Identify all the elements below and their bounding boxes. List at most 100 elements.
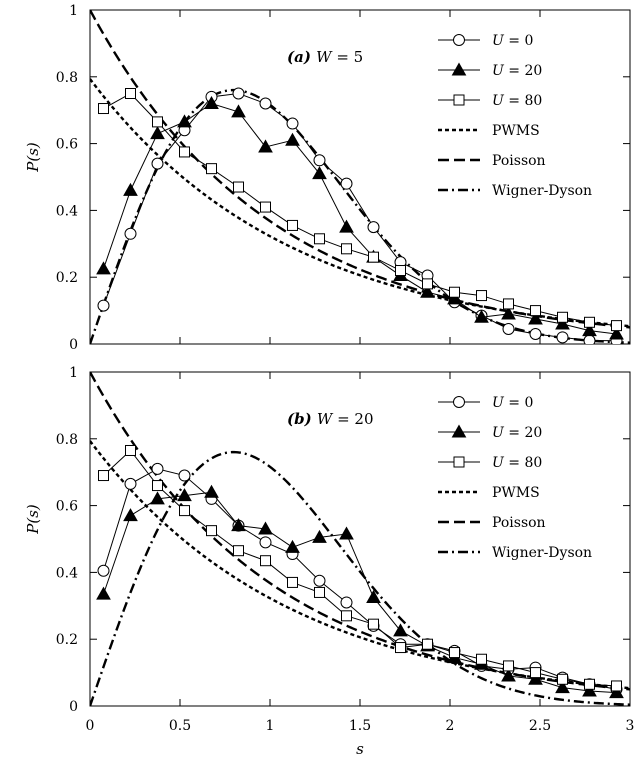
data-point-u-80: [125, 444, 136, 456]
data-point-u-80: [503, 660, 514, 672]
data-point-u-20: [204, 484, 219, 498]
x-tick-label: 0: [86, 718, 95, 734]
panel-label: (b) W = 20: [287, 410, 374, 428]
data-point-u-20: [150, 126, 165, 140]
y-tick-label: 0: [69, 337, 78, 353]
data-point-u-80: [125, 88, 136, 99]
data-point-u-80: [368, 618, 379, 630]
y-tick-label: 0.2: [56, 632, 78, 648]
data-point-u-20: [609, 685, 624, 699]
data-point-u-20: [258, 521, 273, 535]
legend-label-u-80: U = 80: [492, 93, 542, 109]
series-line-u-20: [103, 491, 617, 694]
data-point-u-20: [555, 316, 570, 330]
data-point-u-20: [501, 306, 516, 320]
data-point-u-20: [474, 309, 489, 323]
data-point-u-20: [96, 586, 111, 600]
x-axis-label: s: [356, 740, 364, 758]
data-point-u-0: [232, 87, 245, 100]
curve-pwms: [90, 440, 630, 690]
legend: U = 0 U = 20 U = 80 PWMS Poisson Wigner-Dyson: [438, 395, 592, 561]
y-tick-label: 1: [69, 3, 78, 19]
panel-a: 00.20.40.60.81P(s)(a) W = 5U = 0U = 20U …: [24, 3, 631, 353]
data-point-u-20: [312, 529, 327, 543]
data-point-u-20: [285, 539, 300, 553]
x-tick-label: 1.5: [349, 718, 371, 734]
data-point-u-80: [98, 470, 109, 482]
data-point-u-80: [206, 525, 217, 537]
data-point-u-0: [340, 177, 353, 190]
data-point-u-80: [206, 163, 217, 175]
legend-marker-u-80: [453, 94, 465, 106]
data-point-u-80: [260, 201, 271, 213]
legend-marker-u-20: [451, 424, 467, 438]
data-point-u-0: [529, 327, 542, 340]
data-point-u-80: [152, 480, 163, 492]
data-point-u-80: [314, 586, 325, 598]
data-point-u-80: [611, 680, 622, 692]
data-point-u-20: [123, 508, 138, 522]
data-point-u-0: [178, 469, 191, 482]
data-point-u-20: [339, 526, 354, 540]
panel-label: (a) W = 5: [287, 48, 363, 66]
data-point-u-80: [584, 678, 595, 690]
data-point-u-20: [258, 139, 273, 153]
data-point-u-0: [151, 462, 164, 475]
legend-label-u-20: U = 20: [492, 425, 542, 441]
data-point-u-80: [422, 278, 433, 290]
data-point-u-0: [313, 154, 326, 167]
x-tick-label: 0.5: [169, 718, 191, 734]
data-point-u-80: [503, 298, 514, 310]
data-point-u-0: [556, 331, 569, 344]
data-point-u-80: [530, 305, 541, 317]
y-tick-label: 0.4: [56, 565, 78, 581]
data-point-u-0: [259, 97, 272, 110]
data-point-u-80: [314, 233, 325, 245]
data-point-u-0: [502, 322, 515, 335]
data-point-u-80: [341, 243, 352, 255]
legend-label-pwms: PWMS: [492, 485, 540, 501]
data-point-u-80: [476, 653, 487, 665]
data-point-u-20: [204, 96, 219, 110]
data-point-u-20: [339, 219, 354, 233]
data-point-u-0: [259, 536, 272, 549]
panel-b: 0 0.2 0.4 0.6 0.8 1 0 0.5 1 1.5 2 2.5 3 P(s) s (b) W = …: [24, 365, 634, 758]
data-point-u-20: [285, 132, 300, 146]
data-point-u-20: [582, 323, 597, 337]
data-point-u-20: [177, 488, 192, 502]
data-point-u-20: [609, 326, 624, 340]
data-point-u-80: [260, 555, 271, 567]
x-tick-label: 2: [446, 718, 455, 734]
data-point-u-80: [233, 545, 244, 557]
data-point-u-20: [231, 104, 246, 118]
data-point-u-20: [420, 284, 435, 298]
legend-marker-u-0: [453, 396, 465, 408]
data-point-u-80: [368, 251, 379, 263]
series-line-u-20: [103, 102, 617, 335]
data-point-u-0: [97, 299, 110, 312]
data-point-u-80: [395, 642, 406, 654]
data-point-u-80: [179, 505, 190, 517]
y-tick-label: 0.4: [56, 203, 78, 219]
x-tick-label: 1: [266, 718, 275, 734]
data-point-u-20: [393, 623, 408, 637]
y-tick-label: 0.6: [56, 137, 78, 153]
y-axis-label: P(s): [24, 142, 42, 173]
legend-label-u-0: U = 0: [492, 395, 533, 411]
data-point-u-0: [340, 596, 353, 609]
legend-marker-u-0: [453, 34, 465, 46]
legend-label-wigner-dyson: Wigner-Dyson: [492, 183, 592, 199]
x-tick-label: 2.5: [529, 718, 551, 734]
data-point-u-0: [286, 117, 299, 130]
legend: U = 0 U = 20 U = 80 PWMS Poisson Wigner-Dyson: [438, 33, 592, 199]
data-point-u-20: [150, 491, 165, 505]
legend-label-u-80: U = 80: [492, 455, 542, 471]
y-tick-label: 0.8: [56, 70, 78, 86]
legend-label-u-0: U = 0: [492, 33, 533, 49]
data-point-u-80: [584, 316, 595, 328]
data-point-u-80: [179, 146, 190, 158]
data-point-u-20: [582, 683, 597, 697]
data-point-u-20: [528, 311, 543, 325]
data-point-u-0: [124, 477, 137, 490]
